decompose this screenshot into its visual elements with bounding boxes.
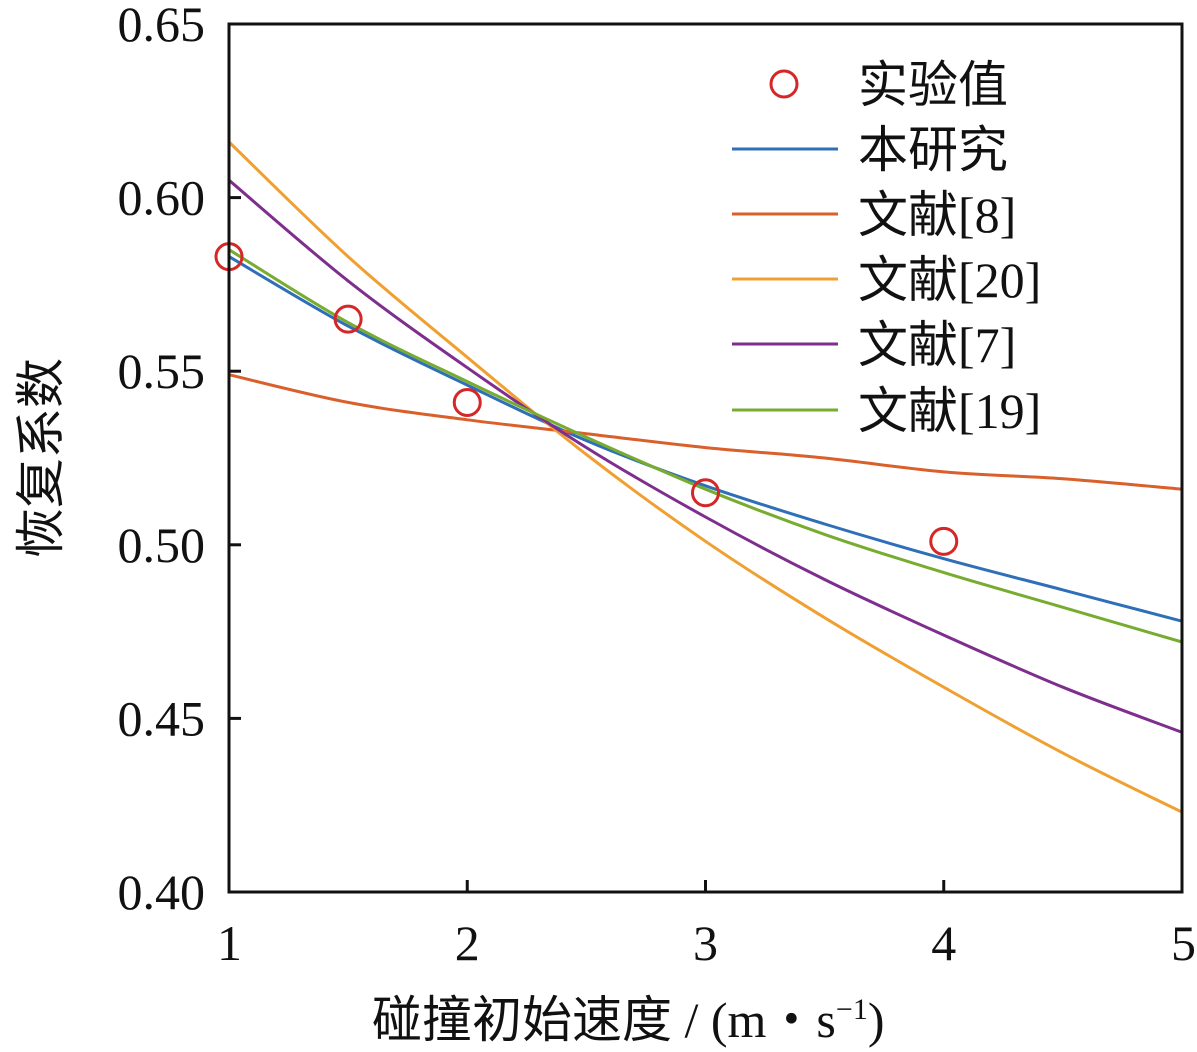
series-line-2 — [227, 140, 1183, 814]
x-axis-ticks: 1 2 3 4 5 — [217, 880, 1196, 971]
x-tick-label: 5 — [1171, 915, 1196, 971]
y-axis-label: 恢复系数 — [13, 358, 69, 558]
plot-frame — [227, 22, 1184, 894]
series-line-0 — [228, 255, 1183, 623]
legend-label: 文献[8] — [858, 187, 1016, 243]
y-tick-label: 0.50 — [118, 517, 206, 573]
y-tick-label: 0.60 — [118, 170, 206, 226]
y-tick-label: 0.55 — [118, 343, 206, 399]
legend-label: 文献[20] — [858, 252, 1041, 308]
legend-label: 本研究 — [858, 122, 1008, 178]
x-tick-label: 2 — [455, 915, 480, 971]
series-line-3 — [228, 179, 1183, 734]
x-axis-label: 碰撞初始速度 / (m・s−1) — [372, 992, 884, 1048]
y-axis-ticks: 0.40 0.45 0.50 0.55 0.60 0.65 — [118, 0, 241, 920]
y-tick-label: 0.40 — [118, 864, 206, 920]
scatter-point — [452, 387, 482, 417]
legend-label: 文献[7] — [858, 317, 1016, 373]
x-tick-label: 3 — [693, 915, 718, 971]
x-tick-label: 1 — [217, 915, 242, 971]
scatter-point — [333, 304, 363, 334]
series-line-4 — [228, 248, 1183, 644]
scatter-point — [929, 526, 959, 556]
y-tick-label: 0.45 — [118, 690, 206, 746]
series-line-1 — [228, 373, 1183, 491]
legend-marker-scatter — [769, 69, 799, 99]
legend-label: 文献[19] — [858, 383, 1041, 439]
x-tick-label: 4 — [931, 915, 956, 971]
y-tick-label: 0.65 — [118, 0, 206, 52]
scatter-point — [691, 478, 720, 508]
legend-label: 实验值 — [858, 57, 1008, 113]
series-lines — [227, 140, 1183, 814]
